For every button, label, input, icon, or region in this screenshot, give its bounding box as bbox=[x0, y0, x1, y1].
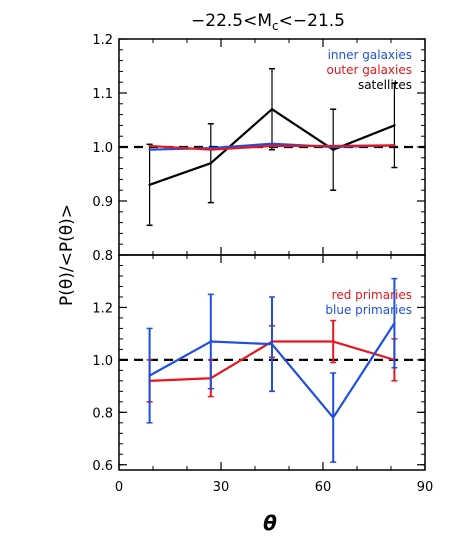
top-outer-galaxies-point bbox=[148, 144, 151, 148]
bottom-panel-frame bbox=[118, 254, 426, 471]
bottom-blue-primaries-point bbox=[209, 340, 212, 343]
top-outer-galaxies-point bbox=[209, 148, 212, 151]
y-axis-label: P(θ)/<P(θ)> bbox=[57, 204, 77, 306]
top-legend-outer-galaxies: outer galaxies bbox=[326, 63, 412, 77]
top-legend-inner-galaxies: inner galaxies bbox=[328, 48, 412, 62]
top-y-tick-label: 0.9 bbox=[92, 195, 113, 210]
top-satellites-point bbox=[148, 183, 151, 186]
top-outer-galaxies-point bbox=[332, 144, 335, 148]
bottom-blue-primaries-point bbox=[332, 416, 335, 419]
bottom-legend-blue-primaries: blue primaries bbox=[325, 303, 412, 317]
top-y-tick-label: 1.2 bbox=[92, 33, 113, 48]
chart-title: −22.5<Mc<−21.5 bbox=[191, 11, 345, 33]
bottom-red-primaries-point bbox=[332, 340, 335, 343]
x-axis-label: θ bbox=[263, 511, 277, 535]
bottom-x-tick-label: 60 bbox=[315, 480, 332, 495]
bottom-y-tick-label: 0.8 bbox=[92, 406, 113, 421]
top-inner-galaxies-point bbox=[148, 148, 151, 151]
top-y-tick-label: 0.8 bbox=[92, 249, 113, 264]
bottom-blue-primaries-point bbox=[148, 374, 151, 377]
bottom-blue-primaries-point bbox=[393, 321, 396, 325]
top-inner-galaxies-point bbox=[270, 142, 274, 145]
bottom-x-tick-label: 30 bbox=[213, 480, 230, 495]
bottom-legend-red-primaries: red primaries bbox=[332, 288, 412, 302]
top-satellites-point bbox=[332, 148, 335, 151]
chart-title-tail: <−21.5 bbox=[279, 11, 345, 31]
chart-title-subscript: c bbox=[272, 19, 279, 33]
top-legend-satellites: satellites bbox=[358, 78, 412, 92]
bottom-x-tick-label: 0 bbox=[115, 480, 123, 495]
chart-title-main: −22.5<M bbox=[191, 11, 272, 31]
top-y-tick-label: 1.1 bbox=[92, 87, 113, 102]
bottom-y-tick-label: 1.2 bbox=[92, 301, 113, 316]
top-satellites-point bbox=[270, 108, 274, 111]
bottom-blue-primaries-point bbox=[270, 342, 274, 346]
top-outer-galaxies-point bbox=[393, 144, 396, 147]
top-satellites-point bbox=[209, 162, 212, 165]
top-outer-galaxies-point bbox=[270, 144, 274, 148]
bottom-x-tick-label: 90 bbox=[417, 480, 434, 495]
bottom-y-tick-label: 0.6 bbox=[92, 459, 113, 474]
top-y-tick-label: 1.0 bbox=[92, 141, 113, 156]
top-satellites-point bbox=[393, 124, 396, 127]
bottom-y-tick-label: 1.0 bbox=[92, 354, 113, 369]
